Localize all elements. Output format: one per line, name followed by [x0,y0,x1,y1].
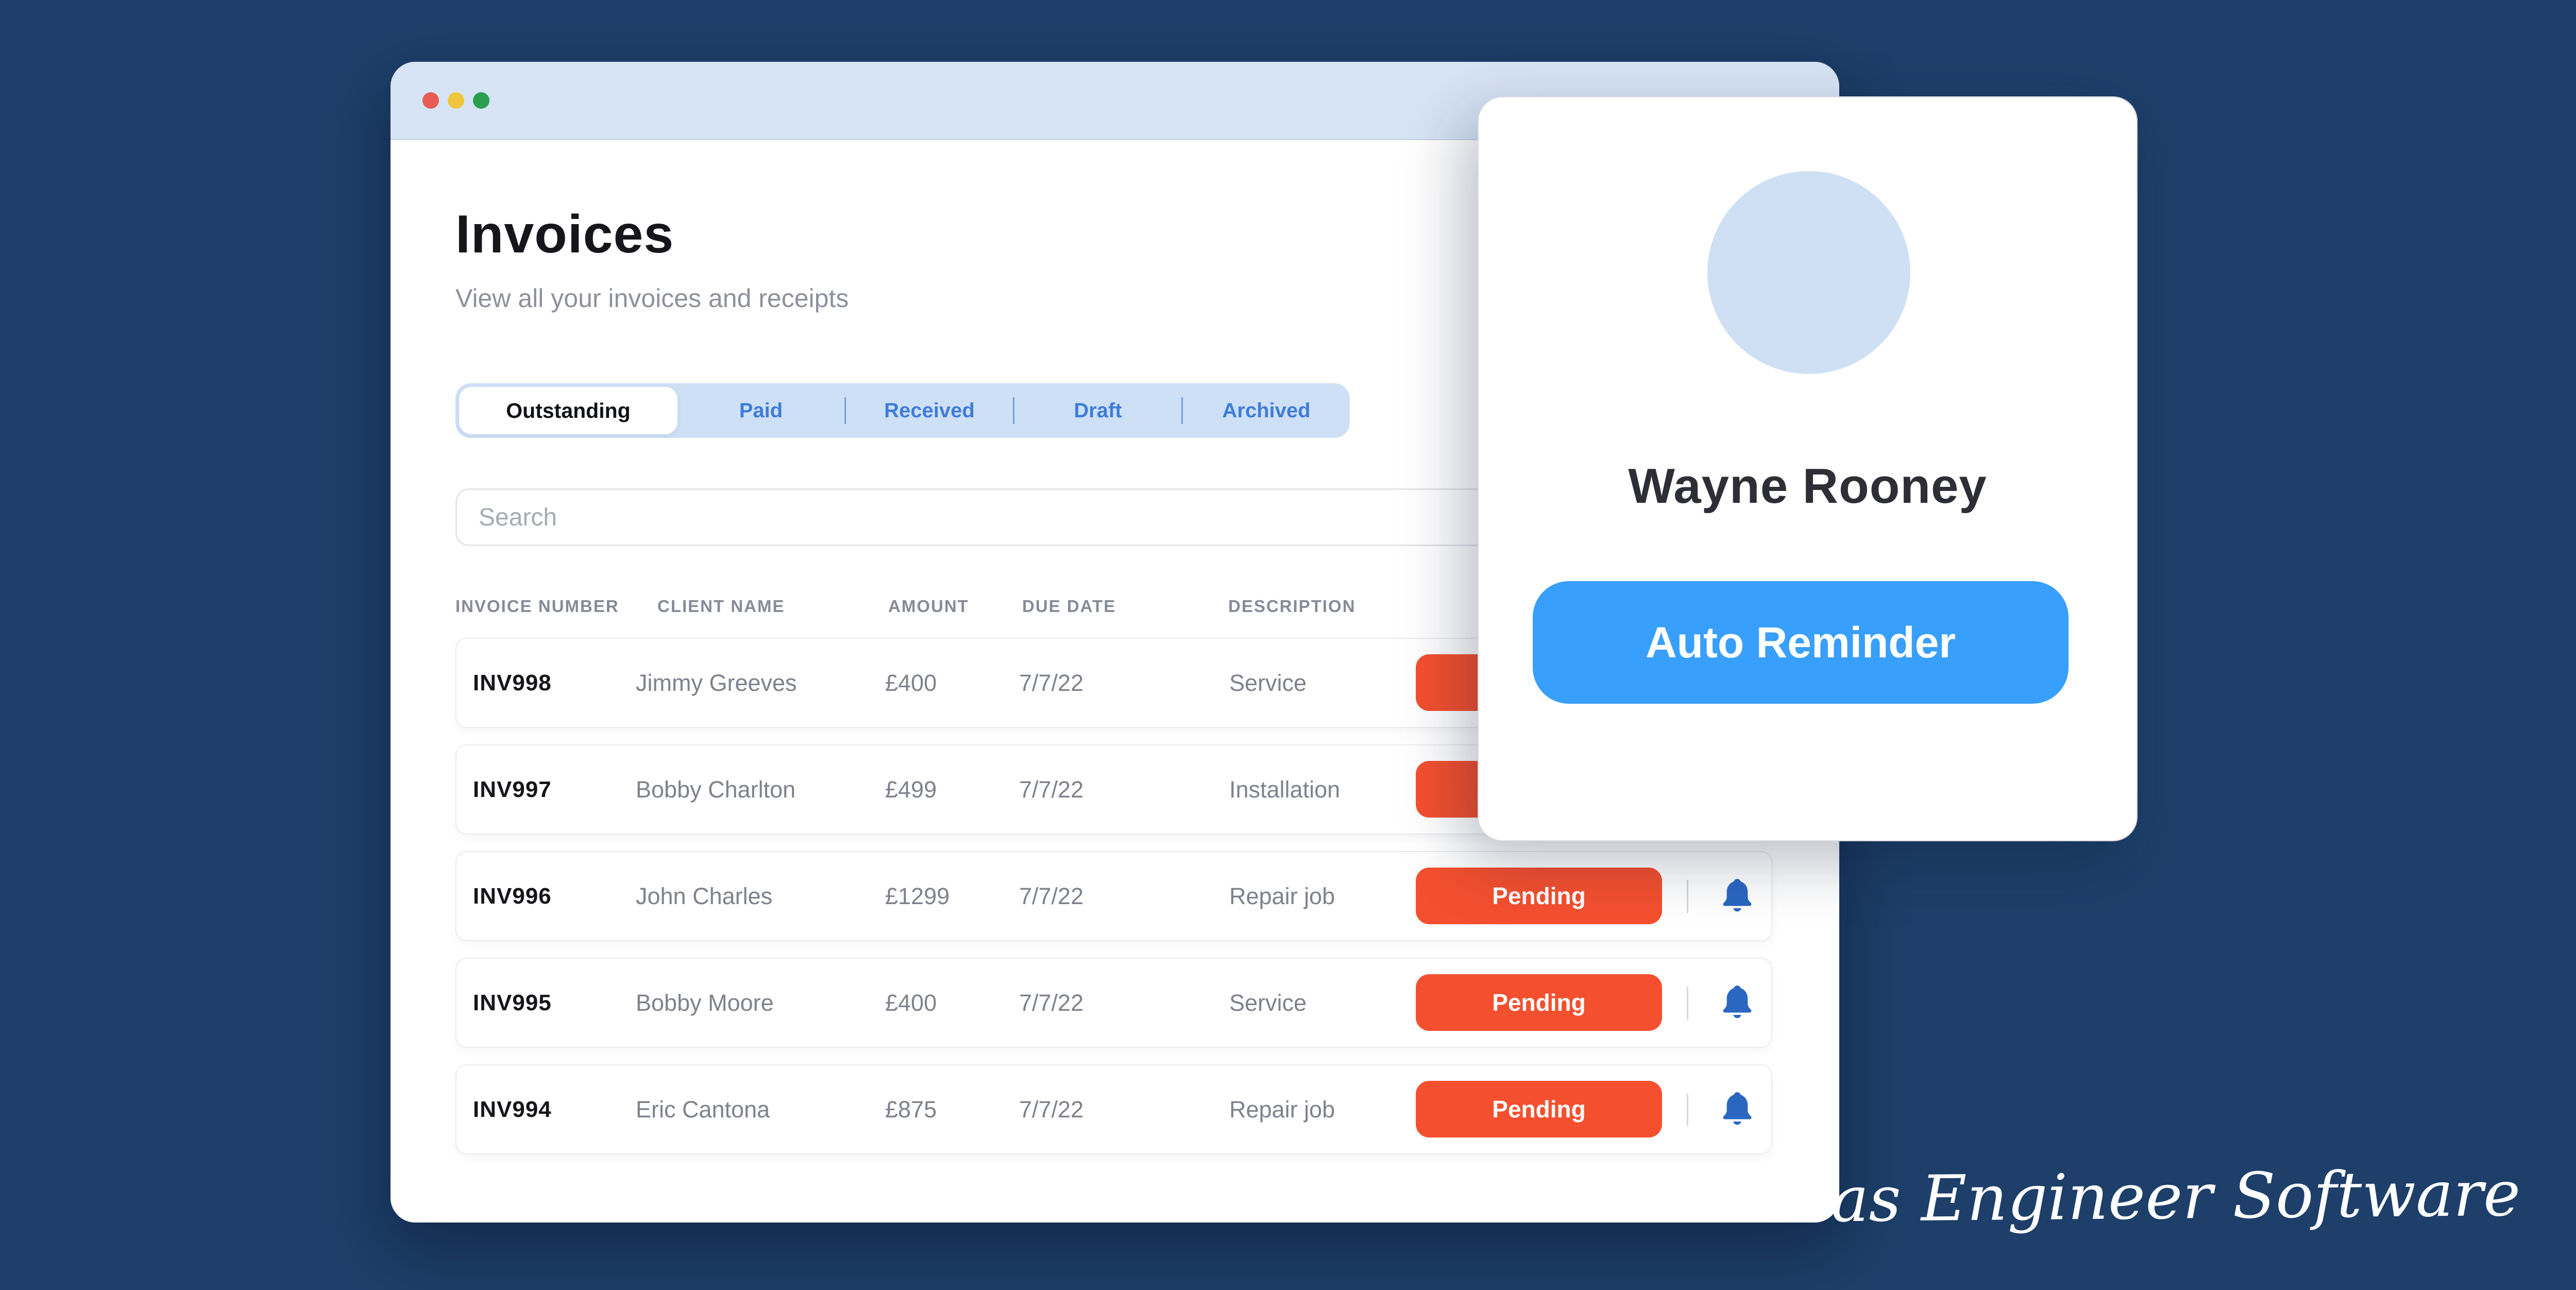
window-minimize-button[interactable] [448,92,464,109]
client-name-cell: Eric Cantona [636,1096,770,1123]
tab-separator [1181,397,1183,424]
tab-received[interactable]: Received [884,399,975,422]
window-zoom-button[interactable] [473,92,489,109]
amount-cell: £1299 [885,883,950,909]
invoice-filter-tabs: Outstanding Paid Received Draft Archived [455,383,1350,438]
invoice-number: INV998 [473,670,552,695]
invoice-row[interactable]: INV994 Eric Cantona £875 7/7/22 Repair j… [455,1064,1772,1155]
reminder-bell-icon[interactable] [1717,981,1758,1025]
column-header-due-date: DUE DATE [1022,597,1116,616]
avatar [1707,171,1910,374]
invoice-number: INV995 [473,990,552,1015]
description-cell: Repair job [1229,1096,1335,1123]
client-profile-card: Wayne Rooney Auto Reminder [1478,96,2138,841]
description-cell: Repair job [1229,883,1335,909]
invoice-number: INV996 [473,884,552,909]
client-name-cell: John Charles [636,883,773,909]
status-pending-button[interactable]: Pending [1416,1081,1662,1138]
description-cell: Service [1229,990,1307,1016]
tab-draft[interactable]: Draft [1074,399,1122,422]
tab-paid[interactable]: Paid [739,399,783,422]
auto-reminder-button[interactable]: Auto Reminder [1533,581,2069,704]
invoice-number: INV997 [473,777,552,802]
row-divider [1687,987,1688,1020]
table-header-row: INVOICE NUMBER CLIENT NAME AMOUNT DUE DA… [455,597,1772,619]
status-pending-button[interactable]: Pending [1416,974,1662,1031]
client-name-cell: Bobby Moore [636,990,774,1016]
reminder-bell-icon[interactable] [1717,875,1758,918]
tab-outstanding[interactable]: Outstanding [459,387,677,434]
tab-separator [1013,397,1014,424]
row-divider [1687,1093,1688,1126]
invoice-number: INV994 [473,1097,552,1122]
page-title: Invoices [455,205,674,264]
reminder-bell-icon[interactable] [1717,1088,1758,1131]
client-name-cell: Jimmy Greeves [636,670,797,696]
due-date-cell: 7/7/22 [1019,883,1084,909]
description-cell: Installation [1229,776,1341,803]
invoice-row[interactable]: INV995 Bobby Moore £400 7/7/22 Service P… [455,958,1772,1048]
client-name-cell: Bobby Charlton [636,776,796,803]
amount-cell: £499 [885,776,937,803]
column-header-amount: AMOUNT [888,597,969,616]
tab-group: Paid Received Draft Archived [677,383,1350,438]
window-close-button[interactable] [422,92,439,109]
client-name: Wayne Rooney [1628,459,1987,514]
brand-logo: Gas Engineer Software [1781,1157,2521,1237]
due-date-cell: 7/7/22 [1019,1096,1084,1123]
due-date-cell: 7/7/22 [1019,776,1084,803]
status-pending-button[interactable]: Pending [1416,868,1662,924]
invoice-row[interactable]: INV996 John Charles £1299 7/7/22 Repair … [455,851,1772,941]
page-subtitle: View all your invoices and receipts [455,284,849,313]
tab-archived[interactable]: Archived [1222,399,1311,422]
tab-separator [844,397,846,424]
column-header-description: DESCRIPTION [1228,597,1356,616]
row-divider [1687,880,1688,913]
amount-cell: £400 [885,990,937,1016]
amount-cell: £875 [885,1096,937,1123]
due-date-cell: 7/7/22 [1019,990,1084,1016]
column-header-invoice-number: INVOICE NUMBER [455,597,619,616]
amount-cell: £400 [885,670,937,696]
description-cell: Service [1229,670,1307,696]
column-header-client-name: CLIENT NAME [657,597,785,616]
due-date-cell: 7/7/22 [1019,670,1084,696]
